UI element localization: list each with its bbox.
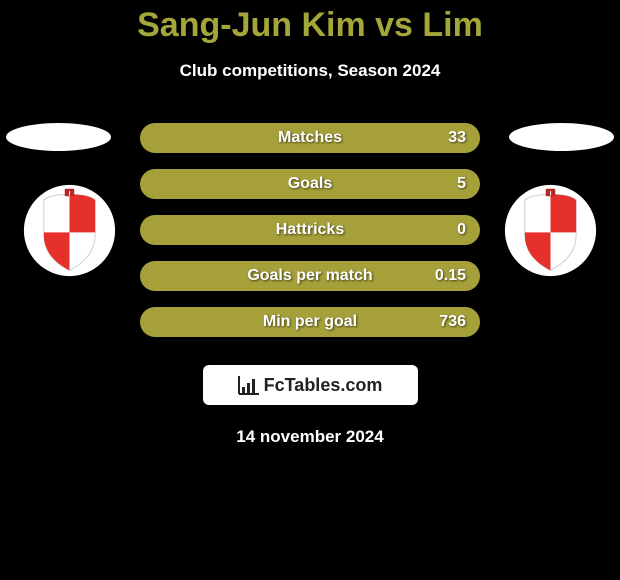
right-team-badge: I (503, 183, 598, 278)
stat-row-matches: Matches 33 (140, 123, 480, 153)
stats-list: Matches 33 Goals 5 Hattricks 0 Goals per… (140, 123, 480, 337)
left-ellipse (6, 123, 111, 151)
stat-value: 33 (448, 129, 466, 147)
svg-text:I: I (69, 190, 71, 197)
stat-label: Hattricks (140, 221, 480, 239)
stat-value: 0.15 (435, 267, 466, 285)
stat-value: 0 (457, 221, 466, 239)
bar-chart-icon (238, 375, 260, 395)
stat-value: 736 (439, 313, 466, 331)
stat-value: 5 (457, 175, 466, 193)
stat-row-hattricks: Hattricks 0 (140, 215, 480, 245)
subtitle: Club competitions, Season 2024 (0, 61, 620, 81)
stat-label: Goals per match (140, 267, 480, 285)
stat-row-goals: Goals 5 (140, 169, 480, 199)
svg-text:I: I (550, 190, 552, 197)
page-title: Sang-Jun Kim vs Lim (0, 0, 620, 45)
stat-label: Matches (140, 129, 480, 147)
branding-text: FcTables.com (264, 375, 383, 396)
right-ellipse (509, 123, 614, 151)
content-area: I I Matches 33 Goals 5 Hattricks 0 Goals… (0, 123, 620, 447)
stat-row-min-per-goal: Min per goal 736 (140, 307, 480, 337)
date-text: 14 november 2024 (0, 427, 620, 447)
branding-box: FcTables.com (203, 365, 418, 405)
stat-label: Goals (140, 175, 480, 193)
stat-row-goals-per-match: Goals per match 0.15 (140, 261, 480, 291)
stat-label: Min per goal (140, 313, 480, 331)
left-team-badge: I (22, 183, 117, 278)
